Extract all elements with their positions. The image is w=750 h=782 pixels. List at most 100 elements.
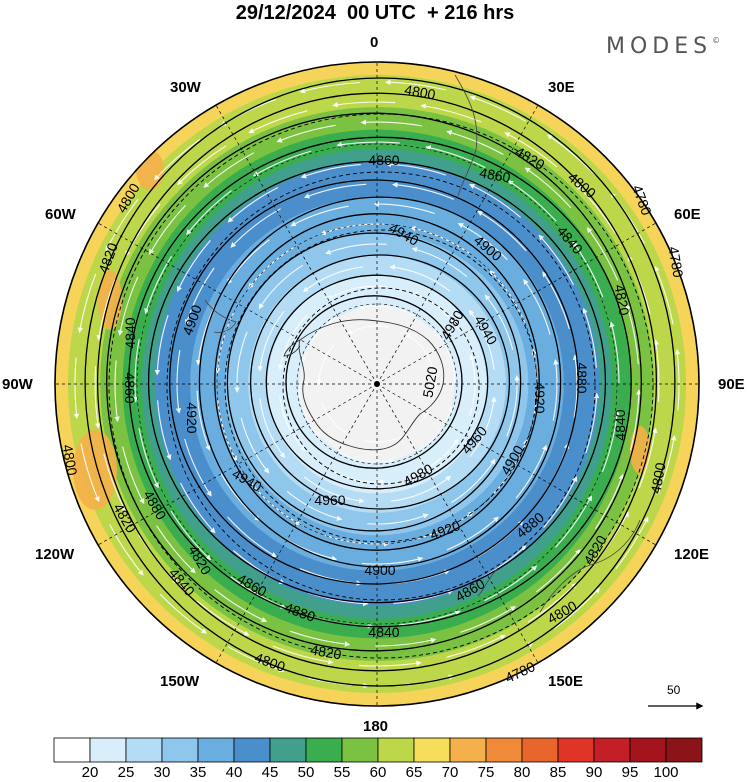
colorbar-tick-label: 60 bbox=[369, 764, 387, 781]
streamline-segment bbox=[132, 338, 140, 403]
streamline-segment bbox=[94, 365, 101, 429]
streamline-segment bbox=[601, 410, 620, 473]
antarctic-peninsula bbox=[283, 339, 301, 357]
contour-label: 4960 bbox=[314, 492, 345, 508]
colorbar-tick-label: 75 bbox=[477, 764, 495, 781]
streamline-segment bbox=[272, 645, 334, 665]
lon-label-90e: 90E bbox=[718, 376, 745, 393]
colorbar-swatch bbox=[485, 737, 523, 763]
streamline-segment bbox=[138, 427, 159, 489]
streamline-segment bbox=[248, 110, 308, 134]
height-contour bbox=[285, 295, 463, 469]
contour-label: 4800 bbox=[403, 81, 437, 102]
streamline-segment bbox=[542, 271, 570, 330]
streamline-segment bbox=[332, 101, 396, 108]
streamline-segment bbox=[259, 398, 286, 459]
streamline-segment bbox=[469, 183, 521, 218]
parallel-circle bbox=[296, 303, 458, 465]
height-contour bbox=[226, 232, 522, 532]
colorbar-tick-label: 95 bbox=[621, 764, 639, 781]
streamline-segment bbox=[289, 630, 351, 647]
streamline-segment bbox=[226, 239, 270, 285]
streamline-segment bbox=[301, 316, 338, 362]
streamline-segment bbox=[477, 210, 527, 252]
streamline-segment bbox=[358, 660, 422, 667]
height-contour bbox=[249, 254, 511, 510]
streamline-segment bbox=[460, 606, 517, 633]
streamline-segment bbox=[278, 314, 308, 371]
streamline-segment bbox=[615, 516, 649, 570]
streamline-segment bbox=[77, 273, 97, 334]
streamline-segment bbox=[214, 589, 268, 623]
lat-lon-grid bbox=[55, 62, 699, 706]
contour-label: 4800 bbox=[59, 443, 80, 477]
height-contour bbox=[84, 77, 676, 687]
contour-label: 4820 bbox=[309, 641, 343, 662]
streamline-segment bbox=[625, 303, 639, 365]
streamline-segment bbox=[196, 600, 250, 636]
streamline-segment bbox=[638, 427, 658, 489]
streamline-segment bbox=[109, 524, 144, 576]
lon-label-90w: 90W bbox=[2, 376, 33, 393]
contour-label: 4840 bbox=[122, 317, 138, 348]
streamline-segment bbox=[446, 516, 499, 551]
streamline-segment bbox=[392, 182, 455, 200]
streamline-segment bbox=[196, 390, 211, 451]
colorbar-swatch bbox=[665, 737, 703, 763]
colorbar-tick-label: 65 bbox=[405, 764, 423, 781]
streamline-segment bbox=[553, 587, 600, 630]
streamline-segment bbox=[629, 389, 642, 451]
height-contour bbox=[169, 179, 579, 585]
colorbar-swatch bbox=[125, 737, 163, 763]
colorbar-swatch bbox=[377, 737, 415, 763]
lon-label-0: 0 bbox=[370, 34, 379, 51]
streamline-segment bbox=[252, 150, 312, 177]
streamline-segment bbox=[457, 223, 508, 261]
streamline-segment bbox=[416, 406, 453, 452]
streamline-segment bbox=[575, 184, 616, 234]
lon-label-60e: 60E bbox=[674, 206, 701, 223]
colorbar-tick-label: 100 bbox=[653, 764, 679, 781]
streamline-segment bbox=[234, 331, 248, 393]
streamline-segment bbox=[230, 576, 287, 609]
colorbar-tick-label: 55 bbox=[333, 764, 351, 781]
streamline-segment bbox=[276, 124, 336, 143]
lon-label-120e: 120E bbox=[674, 546, 710, 563]
streamline-segment bbox=[316, 344, 335, 386]
streamline-segment bbox=[385, 161, 447, 176]
streamline-segment bbox=[321, 401, 349, 435]
colorbar-tick-label: 45 bbox=[261, 764, 279, 781]
streamline-segment bbox=[144, 255, 172, 315]
streamline-segment bbox=[361, 556, 424, 565]
streamline-segment bbox=[227, 516, 277, 558]
height-contour bbox=[106, 112, 642, 652]
contour-label: 5020 bbox=[419, 365, 440, 399]
dashed-contour bbox=[166, 171, 596, 601]
streamline-segment bbox=[325, 243, 387, 255]
colorbar-tick-label: 30 bbox=[153, 764, 171, 781]
streamline-segment bbox=[186, 190, 232, 236]
colorbar-tick-label: 50 bbox=[297, 764, 315, 781]
streamline-segment bbox=[325, 466, 386, 485]
streamline-segment bbox=[391, 475, 452, 502]
height-contour bbox=[198, 196, 562, 568]
streamline-segment bbox=[286, 490, 343, 521]
streamline-segment bbox=[227, 646, 285, 673]
streamline-segment bbox=[279, 395, 306, 452]
colorbar-swatch bbox=[629, 737, 667, 763]
reference-vector-label: 50 bbox=[667, 683, 681, 697]
parallel-circle bbox=[216, 223, 538, 545]
streamline-segment bbox=[358, 304, 416, 317]
streamline-segment bbox=[364, 433, 407, 443]
streamline-segment bbox=[180, 482, 216, 534]
streamline-segment bbox=[586, 227, 619, 281]
streamline-segment bbox=[96, 279, 116, 341]
streamline-segment bbox=[159, 593, 208, 634]
streamline-segment bbox=[398, 610, 461, 626]
streamline-segment bbox=[523, 279, 551, 335]
streamline-segment bbox=[552, 359, 559, 421]
streamline-segment bbox=[154, 314, 169, 376]
colorbar-tick-label: 90 bbox=[585, 764, 603, 781]
streamline-segment bbox=[555, 495, 592, 548]
